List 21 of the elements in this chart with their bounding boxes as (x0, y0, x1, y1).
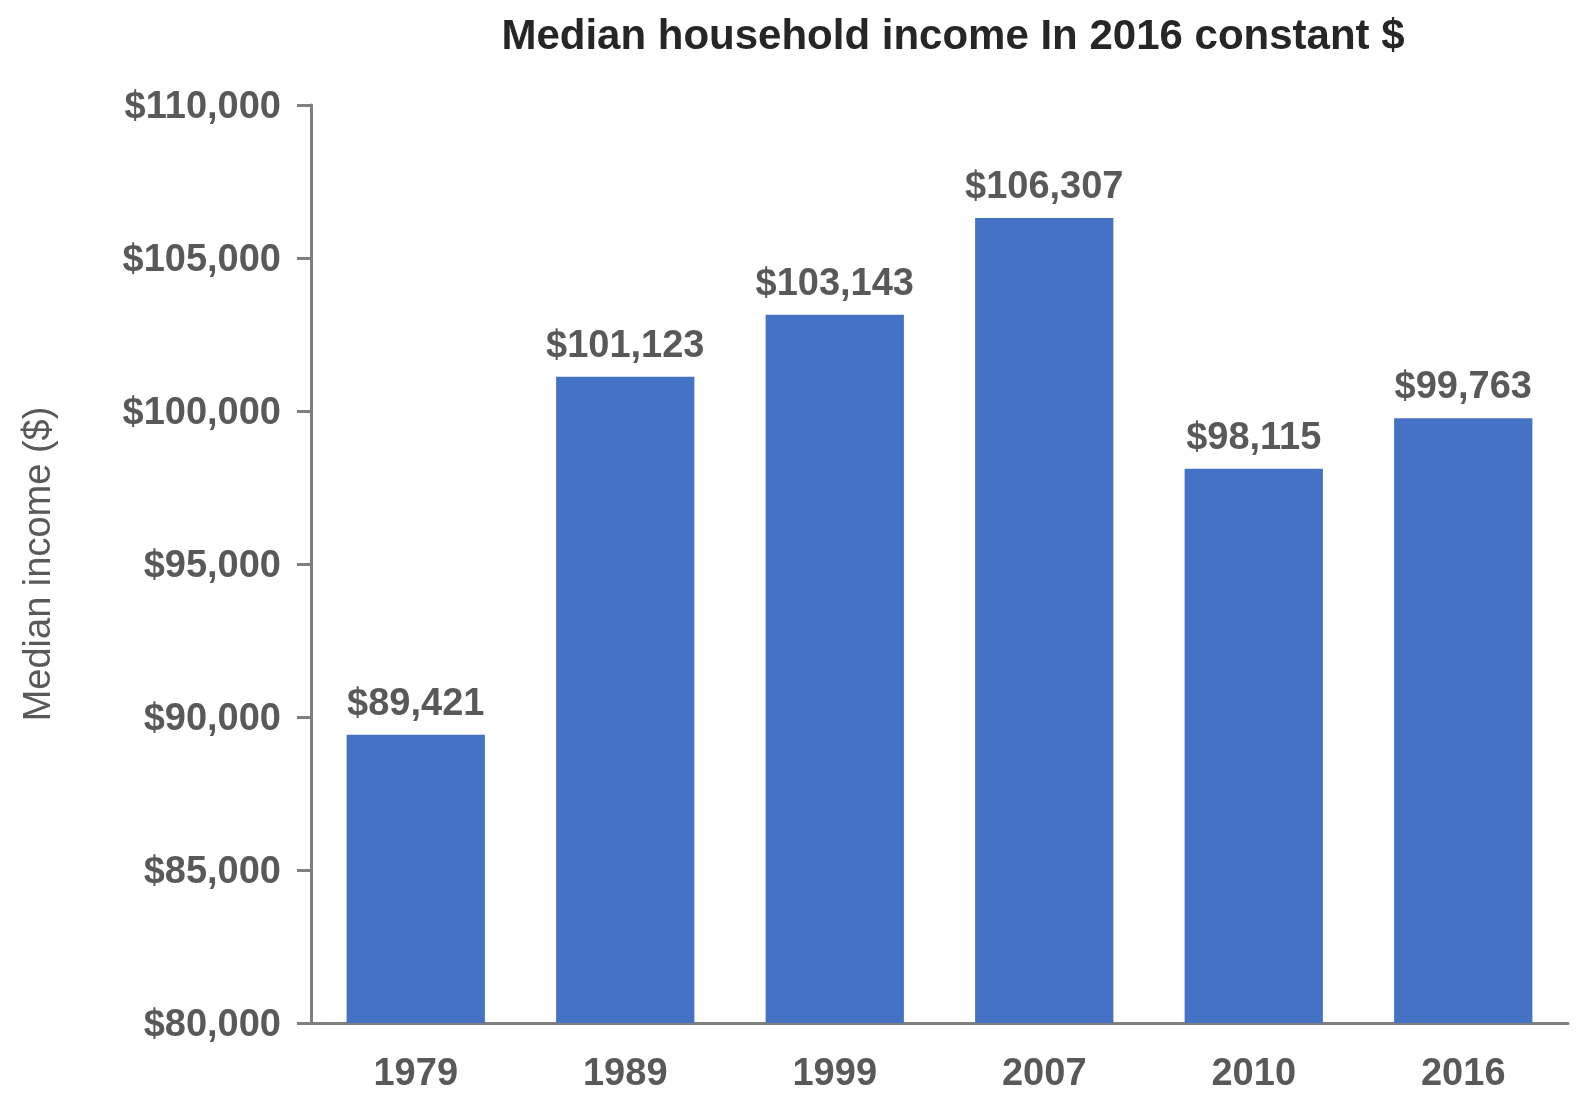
chart-title: Median household income In 2016 constant $ (501, 10, 1405, 58)
x-tick-label: 2010 (1211, 1051, 1297, 1093)
y-tick-label: $85,000 (143, 849, 281, 891)
data-label: $89,421 (347, 680, 485, 723)
x-tick-label: 1999 (792, 1051, 878, 1093)
y-tick-label: $80,000 (143, 1002, 281, 1044)
data-label: $99,763 (1394, 364, 1532, 407)
x-tick-label: 2016 (1420, 1051, 1506, 1093)
y-tick-label: $110,000 (124, 84, 281, 126)
y-axis-title: Median income ($) (16, 406, 58, 722)
x-tick-label: 1979 (373, 1051, 459, 1093)
y-tick-label: $100,000 (122, 390, 281, 432)
y-tick-label: $90,000 (143, 696, 281, 738)
data-label: $101,123 (546, 322, 705, 365)
x-tick-label: 1989 (582, 1051, 668, 1093)
data-label: $103,143 (755, 260, 914, 303)
y-tick-label: $95,000 (143, 543, 281, 585)
data-label: $98,115 (1186, 414, 1322, 457)
data-label: $106,307 (965, 164, 1124, 207)
x-tick-label: 2007 (1001, 1051, 1087, 1093)
y-tick-label: $105,000 (122, 237, 281, 279)
